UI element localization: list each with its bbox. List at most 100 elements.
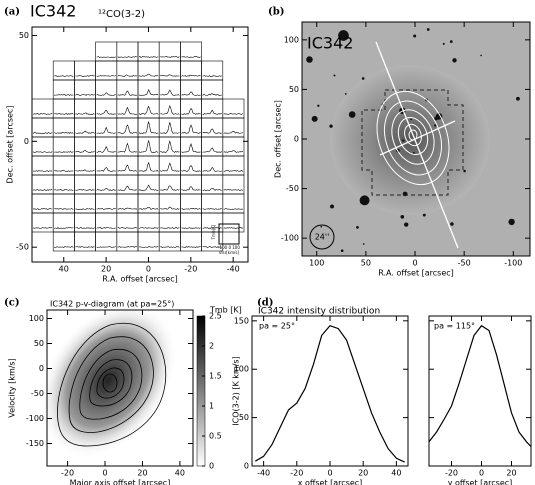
spectrum <box>54 113 74 115</box>
star <box>361 77 365 80</box>
spectrum <box>96 146 116 153</box>
spectrum <box>181 186 201 191</box>
spectrum-box <box>116 117 139 138</box>
spectrum <box>160 56 180 58</box>
spectrum-box <box>158 174 181 195</box>
spectrum-box <box>31 136 54 157</box>
spectrum <box>32 227 53 229</box>
star <box>338 30 349 41</box>
spectrum <box>96 246 116 248</box>
spectrum <box>181 208 201 210</box>
spectrum-box <box>74 193 96 214</box>
spectrum <box>96 56 116 58</box>
spectrum-box <box>116 41 139 62</box>
spectrum <box>181 74 201 77</box>
star <box>344 93 347 95</box>
spectrum <box>75 169 95 172</box>
spectrum-box <box>201 98 224 119</box>
star <box>311 115 318 122</box>
y-tick-label: -50 <box>286 184 299 193</box>
spectrum <box>160 185 180 191</box>
spectrum-box <box>31 174 54 195</box>
spectrum-box <box>95 98 118 119</box>
spectrum-box <box>74 79 96 100</box>
spectrum-box <box>95 193 118 214</box>
x-axis-label: Major axis offset [arcsec] <box>70 479 171 485</box>
x-tick-label: 0 <box>327 469 332 478</box>
x-tick-label: 20 <box>137 469 147 478</box>
y-tick-label: -150 <box>26 439 44 448</box>
spectrum <box>181 246 201 248</box>
star <box>410 118 412 121</box>
spectrum-box <box>180 117 202 138</box>
spectrum <box>223 227 244 229</box>
pv-image <box>38 302 178 458</box>
star <box>442 42 445 45</box>
y-tick-label: 50 <box>19 31 29 40</box>
x-tick-label: 0 <box>412 259 417 268</box>
spectrum-box <box>95 60 118 81</box>
spectrum <box>32 113 53 115</box>
spectrum <box>160 74 180 77</box>
spectrum-box <box>180 174 202 195</box>
spectrum-box <box>137 60 160 81</box>
plot-frame <box>428 315 532 467</box>
spectrum-box <box>137 117 160 138</box>
stars <box>306 28 520 253</box>
spectrum-box <box>31 98 54 119</box>
panel-label: (d) <box>257 298 273 309</box>
spectrum-box <box>95 212 118 233</box>
spectrum <box>160 89 180 96</box>
spectrum <box>117 227 138 229</box>
star <box>516 96 520 101</box>
spectrum <box>160 246 180 248</box>
spectrum <box>202 109 222 115</box>
spectrum-box <box>201 231 224 252</box>
star <box>356 225 359 229</box>
spectrum-box <box>222 117 245 138</box>
spectrum-box <box>158 98 181 119</box>
spectrum <box>181 107 201 115</box>
spectrum-box <box>158 60 181 81</box>
spectrum <box>138 105 159 115</box>
annotation: pa = 115° <box>434 322 475 331</box>
star <box>400 215 405 219</box>
colorbar-tick-label: 0.5 <box>209 432 222 441</box>
inset-label: -100 0 100 <box>218 245 240 250</box>
star <box>422 213 426 217</box>
x-tick-label: -20 <box>61 469 74 478</box>
star <box>333 74 336 77</box>
x-tick-label: 40 <box>391 469 401 478</box>
spectrum-box <box>180 60 202 81</box>
spectrum-box <box>52 98 75 119</box>
y-tick-label: 0 <box>24 137 29 146</box>
image-title: IC342 <box>307 34 353 53</box>
y-tick-label: -50 <box>16 243 29 252</box>
y-tick-label: -100 <box>26 414 44 423</box>
star <box>329 124 333 128</box>
star <box>480 54 482 57</box>
spectrum-box <box>31 117 54 138</box>
spectrum-box <box>52 174 75 195</box>
spectrum <box>202 208 222 210</box>
profile-title: IC342 intensity distribution <box>258 307 380 317</box>
spectrum <box>32 170 53 172</box>
spectrum-box <box>52 136 75 157</box>
star <box>348 111 356 118</box>
spectrum-box <box>222 155 245 176</box>
y-axis-label: ICO(3-2) [K km/s] <box>232 356 241 425</box>
spectrum-box <box>52 155 75 176</box>
x-tick-label: 100 <box>309 259 324 268</box>
x-tick-label: 0 <box>102 469 107 478</box>
colorbar-tick-label: 1 <box>209 402 214 411</box>
star <box>435 113 443 120</box>
spectrum <box>202 128 222 134</box>
spectrum-box <box>116 193 139 214</box>
spectrum <box>138 121 159 134</box>
spectrum <box>96 227 116 229</box>
star <box>426 28 430 31</box>
star <box>330 204 335 209</box>
spectrum <box>32 132 53 134</box>
spectrum-box <box>116 136 139 157</box>
y-tick-label: 50 <box>289 85 299 94</box>
